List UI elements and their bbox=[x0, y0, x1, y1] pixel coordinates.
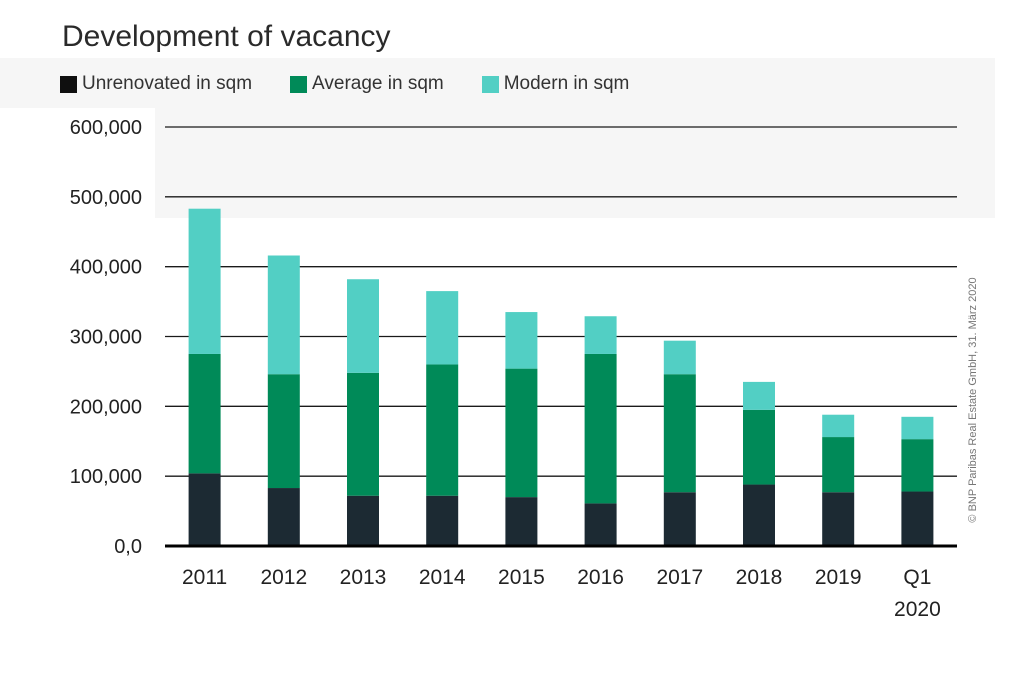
bar-unrenovated bbox=[267, 488, 300, 546]
x-tick-label: 2011 bbox=[182, 566, 227, 589]
bar-average bbox=[505, 368, 538, 498]
x-tick-label: 2016 bbox=[577, 566, 624, 589]
bar-average bbox=[347, 372, 379, 496]
bar-unrenovated bbox=[901, 491, 934, 546]
bar-average bbox=[584, 353, 617, 504]
bar-modern bbox=[505, 312, 538, 369]
x-tick-label: Q1 bbox=[903, 566, 931, 589]
x-tick-label: 2020 bbox=[894, 598, 941, 621]
y-tick-label: 600,000 bbox=[70, 117, 142, 139]
x-tick-label: 2019 bbox=[815, 566, 862, 589]
chart-title: Development of vacancy bbox=[62, 20, 391, 53]
bar-unrenovated bbox=[505, 497, 538, 546]
legend-swatch-average bbox=[290, 75, 308, 93]
x-tick-label: 2018 bbox=[736, 566, 783, 589]
legend: Unrenovated in sqm Average in sqm Modern… bbox=[60, 72, 667, 96]
legend-item-unrenovated: Unrenovated in sqm bbox=[60, 73, 252, 95]
x-tick-label: 2015 bbox=[498, 566, 545, 589]
bar-average bbox=[901, 439, 934, 492]
y-tick-label: 500,000 bbox=[70, 187, 142, 209]
bar-average bbox=[663, 374, 696, 493]
y-tick-label: 100,000 bbox=[70, 466, 142, 488]
bar-unrenovated bbox=[347, 495, 379, 546]
y-tick-label: 400,000 bbox=[70, 257, 142, 279]
bar-unrenovated bbox=[426, 495, 459, 546]
bar-average bbox=[426, 364, 459, 496]
bar-modern bbox=[743, 381, 775, 410]
legend-item-average: Average in sqm bbox=[290, 73, 444, 95]
bar-unrenovated bbox=[188, 473, 221, 546]
bar-modern bbox=[267, 255, 300, 375]
bar-modern bbox=[347, 279, 379, 373]
x-tick-label: 2014 bbox=[419, 566, 466, 589]
legend-swatch-unrenovated bbox=[60, 75, 77, 93]
legend-label-unrenovated: Unrenovated in sqm bbox=[82, 73, 253, 94]
plot-band bbox=[155, 108, 995, 218]
legend-item-modern: Modern in sqm bbox=[481, 73, 630, 95]
y-tick-label: 200,000 bbox=[70, 396, 142, 418]
y-tick-label: 0,0 bbox=[114, 536, 142, 558]
bar-average bbox=[822, 437, 855, 493]
legend-label-average: Average in sqm bbox=[312, 73, 444, 94]
bar-unrenovated bbox=[584, 503, 617, 546]
bar-average bbox=[188, 353, 221, 474]
bar-unrenovated bbox=[743, 484, 775, 546]
bar-unrenovated bbox=[822, 492, 855, 546]
bar-average bbox=[267, 374, 300, 489]
bar-modern bbox=[426, 291, 459, 365]
y-tick-label: 300,000 bbox=[70, 327, 142, 349]
bar-modern bbox=[188, 208, 221, 354]
bar-modern bbox=[822, 414, 855, 438]
bar-modern bbox=[584, 316, 617, 354]
legend-swatch-modern bbox=[481, 75, 499, 93]
title-area bbox=[0, 0, 1024, 58]
x-tick-label: 2013 bbox=[340, 566, 387, 589]
x-tick-label: 2012 bbox=[260, 566, 307, 589]
bar-modern bbox=[901, 416, 934, 440]
bar-unrenovated bbox=[663, 492, 696, 546]
x-tick-label: 2017 bbox=[656, 566, 703, 589]
legend-label-modern: Modern in sqm bbox=[503, 73, 630, 94]
bar-modern bbox=[663, 340, 696, 375]
bar-average bbox=[743, 409, 775, 485]
copyright-credit: © BNP Paribas Real Estate GmbH, 31. März… bbox=[967, 277, 979, 523]
